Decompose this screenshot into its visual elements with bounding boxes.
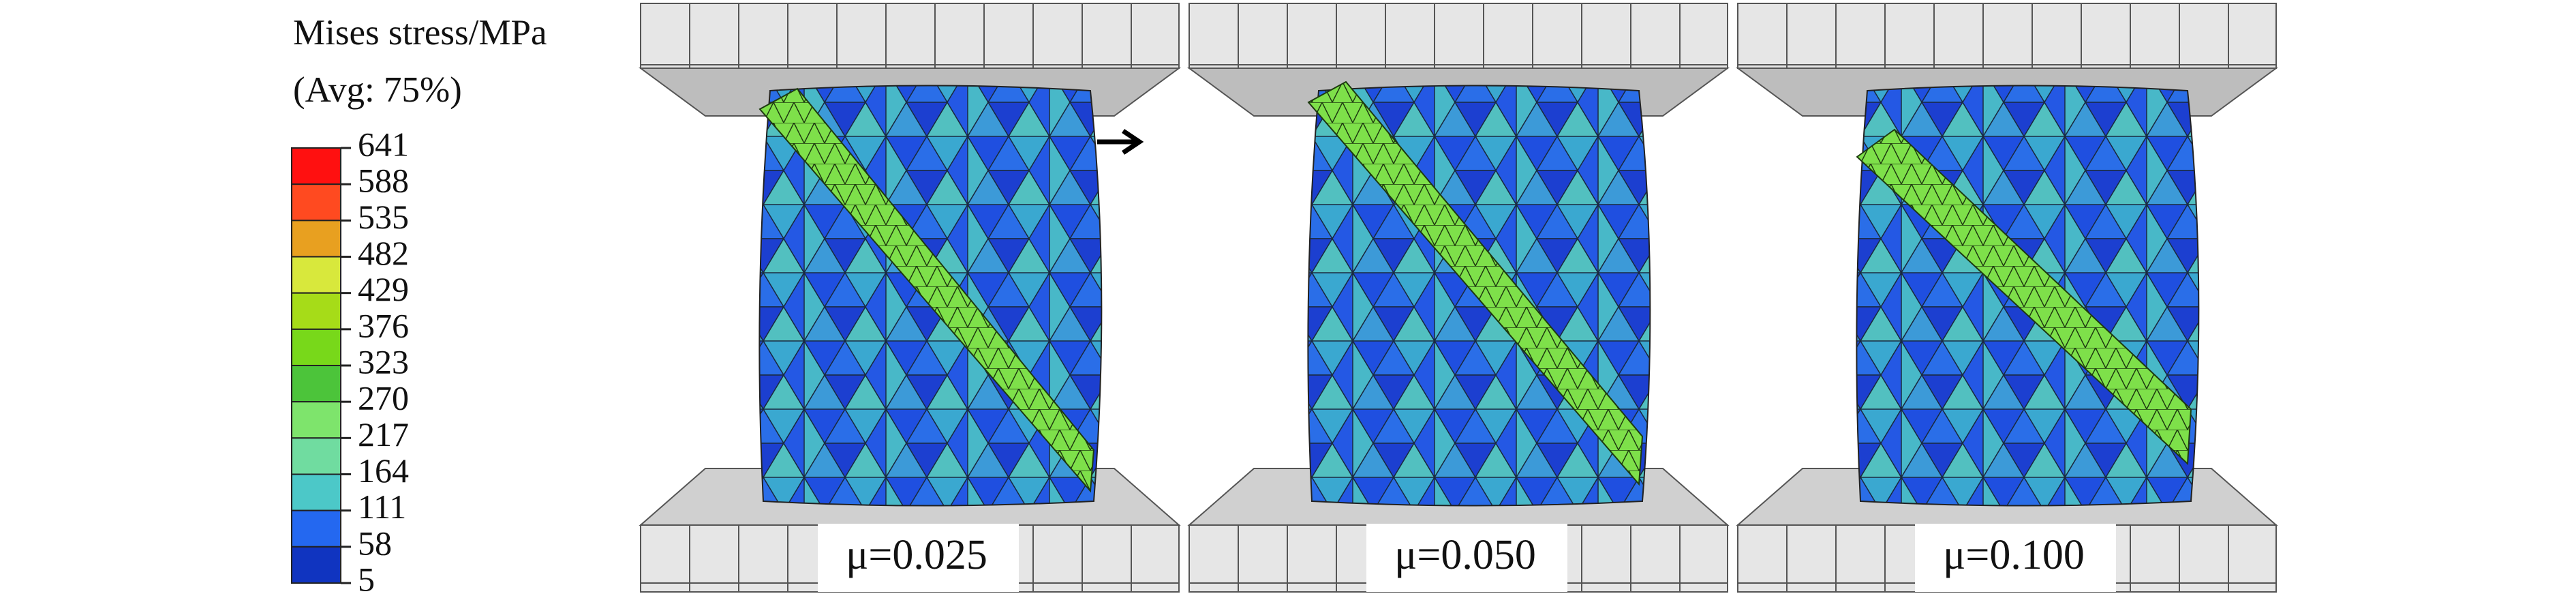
shear-band bbox=[1307, 80, 1644, 486]
legend-tick-label: 641 bbox=[358, 125, 409, 163]
color-segment bbox=[291, 473, 341, 511]
color-segment bbox=[291, 546, 341, 584]
panel-label: μ=0.100 bbox=[1943, 532, 2085, 578]
color-segment bbox=[291, 401, 341, 439]
top-platen bbox=[1189, 3, 1728, 69]
shear-band bbox=[758, 87, 1095, 493]
shear-arrow bbox=[1097, 129, 1144, 155]
label-box bbox=[1366, 524, 1567, 592]
color-segment bbox=[291, 292, 341, 330]
panel-label: μ=0.050 bbox=[1394, 532, 1536, 578]
color-segment bbox=[291, 509, 341, 548]
color-segment bbox=[291, 256, 341, 294]
color-segment bbox=[291, 147, 341, 185]
color-segment bbox=[291, 437, 341, 475]
panel-label: μ=0.025 bbox=[846, 532, 987, 578]
top-platen bbox=[640, 3, 1180, 69]
legend-tick-label: 482 bbox=[358, 234, 409, 272]
shear-band bbox=[1856, 128, 2192, 466]
panel: μ=0.050 bbox=[1186, 3, 1730, 593]
color-segment bbox=[291, 220, 341, 258]
legend-subtitle: (Avg: 75%) bbox=[293, 70, 462, 110]
color-segment bbox=[291, 365, 341, 403]
legend-tick-label: 270 bbox=[358, 379, 409, 417]
legend-title: Mises stress/MPa bbox=[293, 13, 547, 53]
color-segment bbox=[291, 183, 341, 222]
label-box bbox=[1915, 524, 2116, 592]
panel: μ=0.100 bbox=[1735, 3, 2279, 593]
legend-tick-label: 5 bbox=[358, 560, 375, 598]
color-segment bbox=[291, 328, 341, 367]
legend-tick-label: 429 bbox=[358, 270, 409, 308]
legend-tick-label: 111 bbox=[358, 488, 406, 526]
legend-tick-label: 217 bbox=[358, 415, 409, 453]
label-box bbox=[818, 524, 1019, 592]
legend-tick-label: 58 bbox=[358, 524, 392, 562]
panels: μ=0.025 μ=0.050 μ=0.100 bbox=[638, 3, 2279, 593]
legend-tick-label: 588 bbox=[358, 162, 409, 200]
legend-tick-label: 323 bbox=[358, 342, 409, 381]
legend-tick-label: 164 bbox=[358, 451, 409, 490]
legend-tick-label: 376 bbox=[358, 306, 409, 344]
panel: μ=0.025 bbox=[638, 3, 1182, 593]
top-platen bbox=[1737, 3, 2277, 69]
legend-tick-label: 535 bbox=[358, 198, 409, 236]
